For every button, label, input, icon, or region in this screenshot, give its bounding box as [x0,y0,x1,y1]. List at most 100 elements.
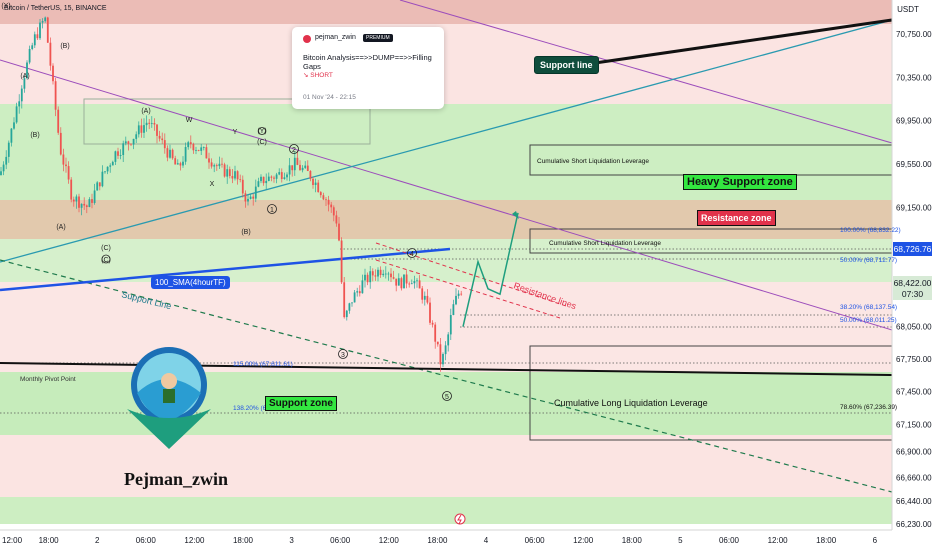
dashed-support-line [0,259,893,493]
candle-body [46,17,49,43]
candle-body [426,295,429,303]
candle-body [91,199,93,203]
candle-body [317,182,320,193]
candle-body [353,292,356,303]
candle-body [75,196,78,202]
candle-body [169,149,171,158]
svg-text:(C): (C) [257,139,267,146]
candle-body [83,203,86,206]
candle-body [57,109,60,133]
svg-text:(B): (B) [30,132,39,139]
candle-body [447,334,450,346]
candle-body [239,179,242,180]
time-axis[interactable] [0,530,932,550]
time-tick-label: 18:00 [427,536,448,545]
candle-body [345,310,348,318]
candle-body [384,273,387,275]
time-tick-label: 3 [289,536,294,545]
cum-short-label-1: Cumulative Short Liquidation Leverage [537,158,649,165]
svg-text:50.00% (68,011.25): 50.00% (68,011.25) [840,317,897,324]
svg-text:(B): (B) [60,43,69,50]
candle-body [137,125,140,135]
candle-body [374,275,377,277]
svg-text:(B): (B) [241,229,250,236]
candle-body [44,17,47,22]
candle-body [330,204,333,208]
candle-body [452,304,455,315]
candle-body [327,199,330,205]
candle-body [49,42,52,66]
svg-text:38.20% (68,137.54): 38.20% (68,137.54) [840,304,897,311]
candle-body [369,271,372,283]
candle-body [366,274,369,283]
candle-body [96,182,99,191]
candle-body [109,165,112,167]
candle-body [260,176,262,182]
candle-body [254,186,257,199]
time-tick-label: 18:00 [39,536,60,545]
svg-text:2: 2 [292,147,296,154]
candle-body [439,344,442,365]
svg-text:(A): (A) [141,108,150,115]
candle-body [130,143,132,145]
fib-labels: 100.00% (68,832.22) 50.00% (68,712.77) 3… [233,227,901,412]
candle-body [249,196,252,199]
candle-body [397,278,400,286]
wave-markers [101,127,452,401]
svg-text:(Y): (Y) [257,128,266,135]
price-tick-label: 66,230.00 [896,520,932,529]
candle-body [111,161,114,166]
time-tick-label: 12:00 [768,536,789,545]
fib-786-label: 78.60% (67,236.39) [840,404,897,411]
candle-body [223,164,226,177]
svg-text:115.00% (67,611.61): 115.00% (67,611.61) [233,361,293,368]
candle-body [31,45,34,49]
premium-badge: PREMIUM [363,34,393,42]
svg-text:(C): (C) [101,245,111,252]
candle-body [265,180,268,184]
candle-body [93,190,96,203]
price-tick-label: 66,660.00 [896,473,932,482]
svg-text:X: X [210,181,215,188]
logo [127,345,215,455]
candle-body [119,155,122,156]
candle-body [319,192,322,196]
candle-body [306,165,309,171]
candle-body [127,141,130,144]
candle-body [358,291,361,294]
candle-body [312,178,314,185]
svg-text:Y: Y [233,129,238,136]
candle-body [387,273,390,275]
candle-body [304,165,307,168]
idea-card[interactable]: pejman_zwin PREMIUM Bitcoin Analysis==>>… [292,27,444,109]
candle-body [377,269,379,277]
candle-body [309,171,312,179]
cum-long-label: Cumulative Long Liquidation Leverage [554,398,708,408]
price-axis[interactable] [892,0,932,550]
svg-text:5: 5 [445,394,449,401]
candle-body [208,158,210,163]
candle-body [395,278,398,286]
candle-body [189,142,192,145]
price-tick-label: 69,950.00 [896,117,932,126]
heavy-support-label: Heavy Support zone [683,174,797,190]
candle-body [293,157,296,171]
short-direction: ↘ SHORT [303,71,333,79]
candle-body [140,125,143,133]
candle-body [174,158,177,165]
candle-body [364,274,366,281]
candle-body [413,281,416,284]
price-axis-ticks: 70,750.00 70,350.00 69,950.00 69,550.00 69,1… [896,30,932,529]
svg-text:(A): (A) [20,73,29,80]
candle-body [436,341,439,345]
candle-body [241,179,244,194]
support-zone-label: Support zone [265,396,337,411]
candle-body [18,101,21,107]
candle-body [10,128,13,143]
price-tick-label: 68,050.00 [896,323,932,332]
candle-body [171,149,174,159]
lightning-icon[interactable] [454,513,466,525]
svg-text:(C): (C) [101,257,111,264]
candle-body [325,199,327,201]
